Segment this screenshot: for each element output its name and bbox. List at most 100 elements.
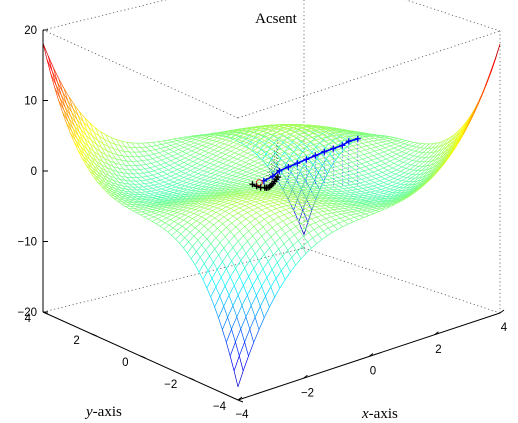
mesh-line bbox=[229, 152, 235, 157]
mesh-line bbox=[376, 185, 383, 189]
mesh-line bbox=[198, 141, 204, 145]
mesh-line bbox=[237, 183, 242, 185]
mesh-line bbox=[312, 164, 318, 169]
mesh-line bbox=[363, 154, 369, 158]
mesh-line bbox=[228, 235, 235, 243]
mesh-line bbox=[332, 177, 338, 179]
mesh-line bbox=[267, 166, 273, 174]
mesh-line bbox=[120, 203, 127, 205]
mesh-line bbox=[316, 216, 321, 221]
mesh-line bbox=[376, 172, 383, 175]
mesh-line bbox=[288, 135, 294, 139]
mesh-line bbox=[251, 215, 256, 220]
mesh-line bbox=[301, 182, 307, 184]
mesh-line bbox=[183, 136, 188, 139]
mesh-line bbox=[315, 127, 320, 130]
mesh-line bbox=[327, 132, 333, 135]
mesh-line bbox=[389, 186, 396, 190]
mesh-line bbox=[181, 153, 187, 157]
mesh-line bbox=[342, 176, 348, 180]
mesh-line bbox=[96, 173, 101, 180]
mesh-line bbox=[102, 161, 108, 168]
mesh-line bbox=[179, 194, 186, 197]
mesh-line bbox=[222, 317, 228, 330]
mesh-line bbox=[307, 133, 314, 136]
mesh-line bbox=[190, 190, 196, 194]
mesh-line bbox=[233, 139, 239, 143]
mesh-line bbox=[234, 207, 240, 211]
mesh-line bbox=[333, 141, 340, 144]
mesh-line bbox=[219, 199, 226, 202]
mesh-line bbox=[370, 190, 376, 193]
mesh-line bbox=[149, 192, 156, 195]
mesh-line bbox=[229, 198, 235, 201]
mesh-line bbox=[318, 131, 324, 133]
mesh-line bbox=[296, 219, 302, 224]
mesh-line bbox=[173, 179, 179, 183]
mesh-line bbox=[390, 143, 396, 147]
mesh-line bbox=[279, 211, 285, 215]
mesh-line bbox=[292, 181, 298, 183]
mesh-line bbox=[238, 355, 244, 371]
mesh-line bbox=[238, 151, 245, 155]
mesh-line bbox=[79, 148, 84, 157]
mesh-line bbox=[254, 161, 259, 164]
mesh-line bbox=[199, 179, 205, 183]
mesh-line bbox=[269, 200, 274, 203]
mesh-line bbox=[295, 134, 301, 139]
mesh-line bbox=[162, 185, 168, 188]
mesh-line bbox=[170, 160, 175, 164]
mesh-line bbox=[62, 91, 67, 105]
mesh-line bbox=[120, 195, 126, 199]
mesh-line bbox=[116, 200, 122, 204]
mesh-line bbox=[136, 177, 142, 182]
mesh-line bbox=[391, 182, 397, 187]
mesh-line bbox=[128, 193, 135, 195]
mesh-line bbox=[176, 209, 183, 213]
mesh-line bbox=[148, 185, 153, 189]
mesh-line bbox=[243, 151, 248, 154]
mesh-line bbox=[245, 305, 252, 318]
mesh-line bbox=[243, 134, 250, 138]
mesh-line bbox=[244, 205, 249, 208]
mesh-line bbox=[89, 159, 96, 165]
mesh-line bbox=[188, 204, 193, 207]
mesh-line bbox=[250, 295, 257, 306]
mesh-line bbox=[306, 204, 311, 208]
mesh-line bbox=[314, 158, 320, 162]
mesh-line bbox=[92, 135, 99, 141]
mesh-line bbox=[340, 206, 345, 209]
mesh-line bbox=[401, 163, 408, 168]
mesh-line bbox=[294, 146, 299, 151]
mesh-line bbox=[270, 208, 277, 211]
mesh-line bbox=[245, 131, 251, 134]
mesh-line bbox=[366, 145, 371, 149]
mesh-line bbox=[198, 185, 203, 187]
mesh-line bbox=[168, 138, 174, 141]
mesh-line bbox=[319, 207, 325, 210]
mesh-line bbox=[168, 169, 173, 173]
mesh-line bbox=[274, 211, 281, 214]
mesh-line bbox=[295, 206, 300, 210]
mesh-line bbox=[400, 140, 407, 143]
mesh-line bbox=[433, 142, 438, 144]
mesh-line bbox=[284, 151, 290, 159]
mesh-line bbox=[108, 164, 114, 167]
mesh-line bbox=[232, 175, 237, 177]
mesh-line bbox=[223, 295, 230, 307]
mesh-line bbox=[256, 235, 262, 242]
mesh-line bbox=[313, 132, 319, 135]
mesh-line bbox=[425, 176, 430, 179]
mesh-line bbox=[191, 177, 198, 181]
mesh-line bbox=[247, 235, 253, 242]
mesh-line bbox=[261, 209, 266, 214]
mesh-line bbox=[135, 147, 140, 153]
mesh-line bbox=[204, 163, 211, 167]
mesh-line bbox=[379, 165, 384, 169]
mesh-line bbox=[393, 187, 400, 191]
mesh-line bbox=[230, 176, 237, 180]
mesh-line bbox=[238, 136, 245, 141]
mesh-line bbox=[378, 182, 384, 185]
mesh-line bbox=[232, 184, 237, 187]
mesh-line bbox=[306, 168, 312, 172]
